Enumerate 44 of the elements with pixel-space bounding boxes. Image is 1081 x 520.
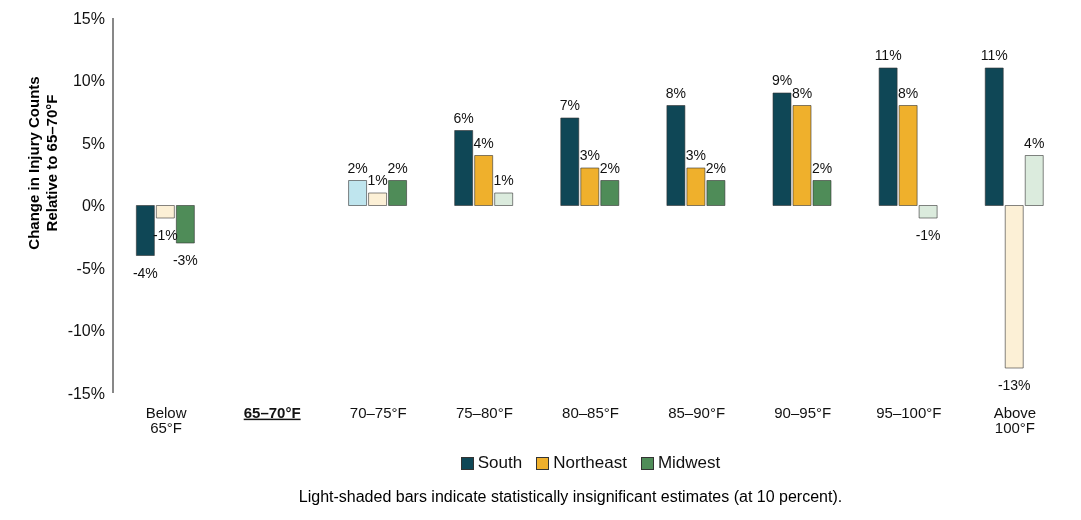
data-label: -1% [915,227,941,243]
data-label: -4% [132,264,158,281]
data-label: 8% [791,84,813,101]
x-tick-label: 80–85°F [562,403,619,421]
data-label: 2% [811,159,833,176]
data-label: 4% [1024,134,1045,151]
data-label: 3% [685,147,707,163]
data-label: 11% [980,47,1008,63]
data-label: 9% [771,72,793,88]
x-tick-label: 90–95°F [774,403,832,421]
y-tick-label: 15% [72,9,105,27]
y-tick-label: -15% [67,384,105,402]
data-label: -13% [997,377,1031,393]
data-label: 3% [579,147,600,163]
data-label: 8% [665,84,687,101]
data-label: 2% [705,159,727,176]
legend-label: Midwest [657,453,721,473]
data-label: 1% [367,172,388,188]
x-tick-label: 70–75°F [349,403,407,421]
data-label: 11% [874,47,902,63]
data-label: 2% [599,159,620,176]
data-label: 2% [347,159,368,176]
data-label: 8% [898,84,919,101]
x-tick-label: 75–80°F [455,403,513,421]
data-label: 6% [453,109,474,126]
x-tick-label: 65–70°F [243,403,301,421]
y-axis-title: Change in Injury Counts Relative to 65–70°F [24,75,61,252]
y-tick-label: 5% [81,134,105,152]
x-tick-label: 95–100°F [876,403,942,421]
x-tick-label: Above 100°F [993,403,1037,436]
text: Light-shaded bars indicate statistically insignificant estimates (at 10 percent). [297,488,844,506]
y-tick-label: 0% [81,197,105,215]
data-label: 2% [387,159,408,176]
data-label: 1% [493,172,514,188]
y-tick-label: -10% [67,322,105,340]
data-label: -3% [172,252,198,268]
y-tick-label: -5% [76,259,105,277]
x-tick-label: Below 65°F [145,403,187,436]
legend-label: South [477,453,523,473]
y-tick-label: 10% [72,72,105,90]
data-label: 4% [473,134,494,151]
x-tick-label: 85–90°F [668,403,726,421]
legend-label: Northeast [553,453,627,473]
data-label: 7% [559,97,580,113]
